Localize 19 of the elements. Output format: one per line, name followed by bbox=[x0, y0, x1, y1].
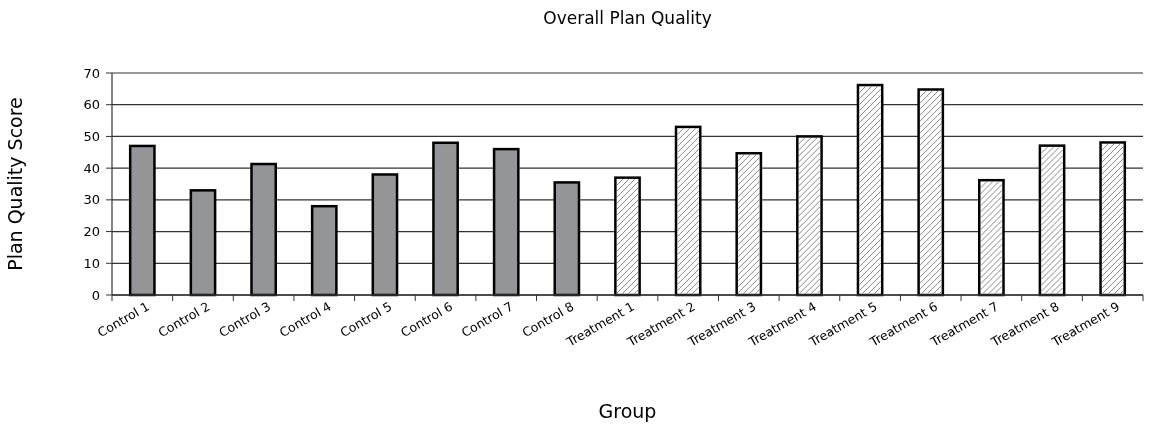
bar bbox=[553, 181, 581, 297]
y-tick-label: 50 bbox=[83, 128, 100, 144]
y-tick-label: 40 bbox=[83, 160, 100, 176]
y-tick-label: 0 bbox=[91, 287, 100, 303]
bar bbox=[128, 144, 156, 297]
x-axis-title: Group bbox=[598, 400, 657, 422]
bar bbox=[250, 162, 277, 297]
bar bbox=[371, 173, 399, 297]
y-axis-title: Plan Quality Score bbox=[4, 97, 26, 271]
bar bbox=[492, 147, 520, 297]
bar bbox=[189, 189, 217, 297]
y-tick-label: 70 bbox=[83, 65, 100, 81]
y-tick-label: 30 bbox=[83, 192, 100, 208]
y-tick-label: 20 bbox=[83, 224, 100, 240]
y-tick-label: 60 bbox=[83, 97, 100, 113]
chart-title: Overall Plan Quality bbox=[543, 8, 712, 28]
bar bbox=[310, 204, 338, 297]
y-tick-label: 10 bbox=[83, 255, 100, 271]
bar bbox=[432, 141, 459, 297]
